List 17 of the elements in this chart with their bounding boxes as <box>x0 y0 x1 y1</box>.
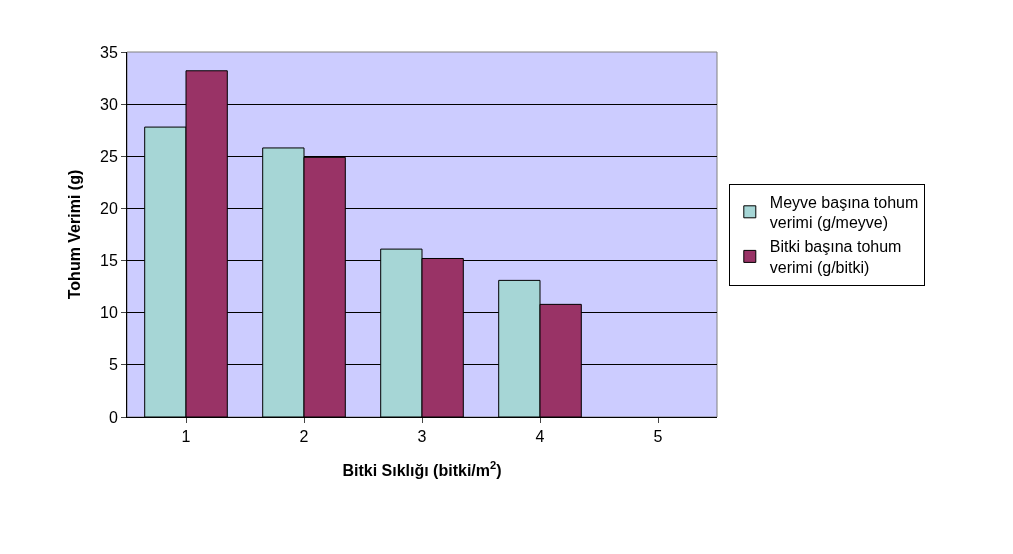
y-tick-label: 30 <box>100 95 118 113</box>
x-axis-title: Bitki Sıklığı (bitki/m$^{2}$) <box>342 459 502 479</box>
y-tick-label: 10 <box>100 304 118 322</box>
y-tick-label: 35 <box>100 43 118 61</box>
y-tick-label: 0 <box>108 408 118 426</box>
y-tick-label: 15 <box>100 252 118 270</box>
y-tick-label: 20 <box>100 200 118 218</box>
x-tick-label: 5 <box>653 428 663 446</box>
y-tick-label: 5 <box>108 356 118 374</box>
y-axis-title: Tohum Verimi (g) <box>65 169 83 300</box>
legend-label: Bitki başına tohum verimi (g/bitki) <box>769 238 902 277</box>
x-tick-label: 4 <box>535 428 545 446</box>
legend-label: Meyve başına tohum verimi (g/meyve) <box>769 193 919 232</box>
x-tick-label: 1 <box>181 428 191 446</box>
x-tick-label: 3 <box>417 428 427 446</box>
y-tick-label: 25 <box>100 147 118 165</box>
x-tick-label: 2 <box>299 428 309 446</box>
